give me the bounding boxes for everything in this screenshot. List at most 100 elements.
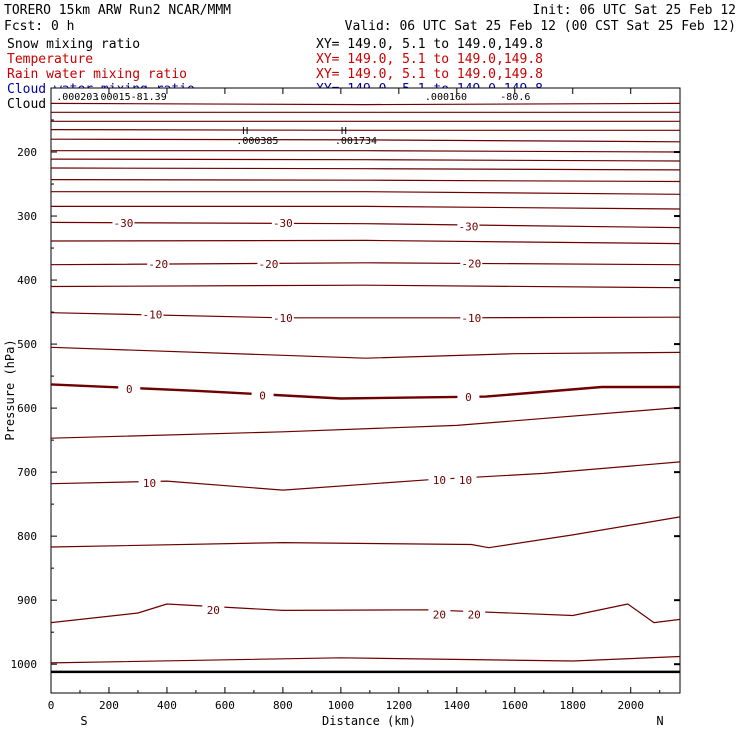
x-tick-label: 1000: [328, 699, 355, 712]
init-time: Init: 06 UTC Sat 25 Feb 12: [533, 3, 737, 18]
contour-label-bg: [112, 217, 135, 229]
contour-line: [50, 221, 681, 229]
contour-line: [50, 239, 681, 245]
contour-line: [51, 150, 681, 153]
contour-label-bg: [460, 311, 483, 323]
top-label: .000160: [425, 92, 467, 103]
contour-label: -30: [458, 220, 478, 233]
plot-frame: [50, 87, 681, 694]
legend-xy: XY= 149.0, 5.1 to 149.0,149.8: [316, 67, 543, 82]
contour-label-bg: [457, 220, 480, 232]
contour-line: [50, 158, 681, 162]
legend-label: Temperature: [7, 52, 93, 67]
x-tick-label: 200: [99, 699, 119, 712]
contour-label-bg: [457, 391, 480, 403]
contour-line: [50, 138, 681, 143]
x-axis-label: Distance (km): [322, 714, 416, 728]
contour-label-bg: [141, 308, 164, 320]
contour-label-bg: [257, 258, 280, 270]
contour-label-bg: [454, 473, 477, 485]
contour-label-bg: [251, 389, 274, 401]
contour-label: -20: [461, 257, 481, 270]
contour-line: [50, 129, 680, 131]
contour-label-bg: [463, 608, 486, 620]
x-tick-label: 600: [215, 699, 235, 712]
y-tick-label: 400: [17, 274, 37, 287]
contour-label: -30: [273, 217, 293, 230]
y-tick-label: 1000: [11, 658, 38, 671]
y-tick-label: 700: [17, 466, 37, 479]
legend-label: Snow mixing ratio: [7, 37, 140, 52]
high-value: .001734: [335, 136, 377, 147]
contour-label: 10: [433, 474, 446, 487]
x-tick-label: 400: [157, 699, 177, 712]
contour-line: [50, 406, 681, 439]
y-tick-label: 600: [17, 402, 37, 415]
contour-line: [50, 102, 681, 106]
contour-label: 20: [207, 604, 220, 617]
x-axis: 0 200 400 600 800 1000 1200 1400 1600 1800 2000: [48, 88, 661, 712]
contour-labels: -30 -30 -30 -20 -20 -20 -10 -10 -10 0 0 0 10 10 10 20 20…: [112, 217, 486, 621]
y-axis-label: Pressure (hPa): [3, 339, 17, 440]
y-tick-label: 900: [17, 594, 37, 607]
contour-line: [50, 167, 681, 171]
contour-line: [50, 346, 681, 359]
contour-label: 20: [468, 608, 481, 621]
contour-label: 10: [143, 477, 156, 490]
valid-time: Valid: 06 UTC Sat 25 Feb 12 (00 CST Sat …: [345, 19, 736, 34]
contour-line: [50, 516, 681, 549]
endpoint-left: S: [80, 714, 87, 728]
x-tick-label: 1200: [386, 699, 413, 712]
y-tick-label: 300: [17, 210, 37, 223]
x-tick-label: 2000: [617, 699, 644, 712]
x-tick-label: 1600: [502, 699, 529, 712]
top-label: -80.6: [500, 92, 530, 103]
contour-label-bg: [460, 257, 483, 269]
contour-line: [51, 205, 681, 210]
contour-label-bg: [202, 603, 225, 615]
contour-lines: [50, 102, 681, 664]
contour-label-bg: [147, 258, 170, 270]
legend-label: Rain water mixing ratio: [7, 67, 187, 82]
contour-line: [50, 383, 680, 400]
contour-label: -20: [148, 258, 168, 271]
contour-line: [50, 655, 681, 664]
contour-label-bg: [428, 608, 451, 620]
contour-label: -30: [114, 217, 134, 230]
y-tick-label: 200: [17, 146, 37, 159]
contour-label: -10: [143, 309, 163, 322]
contour-label: 10: [459, 474, 472, 487]
y-tick-label: 500: [17, 338, 37, 351]
contour-line: [51, 191, 681, 195]
contour-label: 0: [259, 389, 266, 402]
endpoint-right: N: [656, 714, 663, 728]
contour-label-bg: [428, 473, 451, 485]
y-tick-label: 800: [17, 530, 37, 543]
x-tick-label: 800: [273, 699, 293, 712]
model-title: TORERO 15km ARW Run2 NCAR/MMM: [4, 3, 231, 18]
high-marker: H: [341, 126, 347, 137]
contour-label: 0: [465, 391, 472, 404]
top-label: .000203: [56, 92, 98, 103]
contour-label-bg: [271, 217, 294, 229]
forecast-hour: Fcst: 0 h: [4, 19, 74, 34]
contour-label-bg: [138, 477, 161, 489]
contour-label-bg: [271, 311, 294, 323]
high-value: .000385: [236, 136, 278, 147]
legend-xy: XY= 149.0, 5.1 to 149.0,149.8: [316, 37, 543, 52]
contour-label-bg: [118, 382, 141, 394]
contour-line: [50, 312, 681, 319]
top-label: .00015-81.39: [94, 92, 166, 103]
contour-label: -20: [258, 258, 278, 271]
contour-line: [50, 603, 681, 624]
x-tick-label: 1400: [444, 699, 471, 712]
x-tick-label: 0: [48, 699, 55, 712]
legend-xy: XY= 149.0, 5.1 to 149.0,149.8: [316, 52, 543, 67]
contour-label: 0: [126, 383, 133, 396]
x-tick-label: 1800: [560, 699, 587, 712]
contour-label: -10: [273, 312, 293, 325]
